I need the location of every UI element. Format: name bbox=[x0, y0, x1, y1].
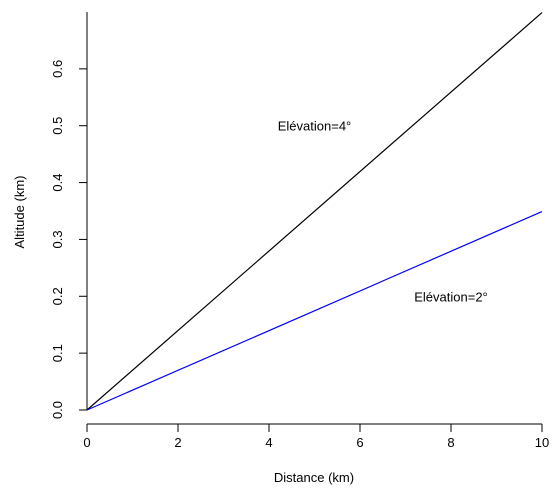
series-line-0 bbox=[86, 12, 543, 411]
y-axis-label: Altitude (km) bbox=[12, 176, 27, 249]
x-tick-label-5: 10 bbox=[535, 435, 549, 450]
y-tick-label-6: 0.6 bbox=[50, 60, 65, 78]
y-tick-label-4: 0.4 bbox=[50, 174, 65, 192]
x-tick-label-0: 0 bbox=[83, 435, 90, 450]
x-tick-label-2: 4 bbox=[265, 435, 272, 450]
y-tick-label-5: 0.5 bbox=[50, 117, 65, 135]
y-tick-label-1: 0.1 bbox=[50, 344, 65, 362]
series-line-1 bbox=[86, 211, 543, 411]
axis-layer: 0 2 4 6 8 10 0.0 0.1 0.2 0.3 0.4 0.5 0.6 bbox=[50, 12, 549, 450]
plot-layer bbox=[86, 12, 543, 411]
x-tick-label-4: 8 bbox=[447, 435, 454, 450]
y-tick-label-2: 0.2 bbox=[50, 287, 65, 305]
annotation-layer: Elévation=4° Elévation=2° bbox=[278, 119, 488, 305]
y-tick-label-0: 0.0 bbox=[50, 401, 65, 419]
annotation-label-1: Elévation=2° bbox=[414, 289, 488, 304]
y-tick-label-3: 0.3 bbox=[50, 230, 65, 248]
x-tick-label-1: 2 bbox=[174, 435, 181, 450]
annotation-label-0: Elévation=4° bbox=[278, 119, 352, 134]
x-tick-label-3: 6 bbox=[356, 435, 363, 450]
x-axis-label: Distance (km) bbox=[274, 470, 354, 485]
